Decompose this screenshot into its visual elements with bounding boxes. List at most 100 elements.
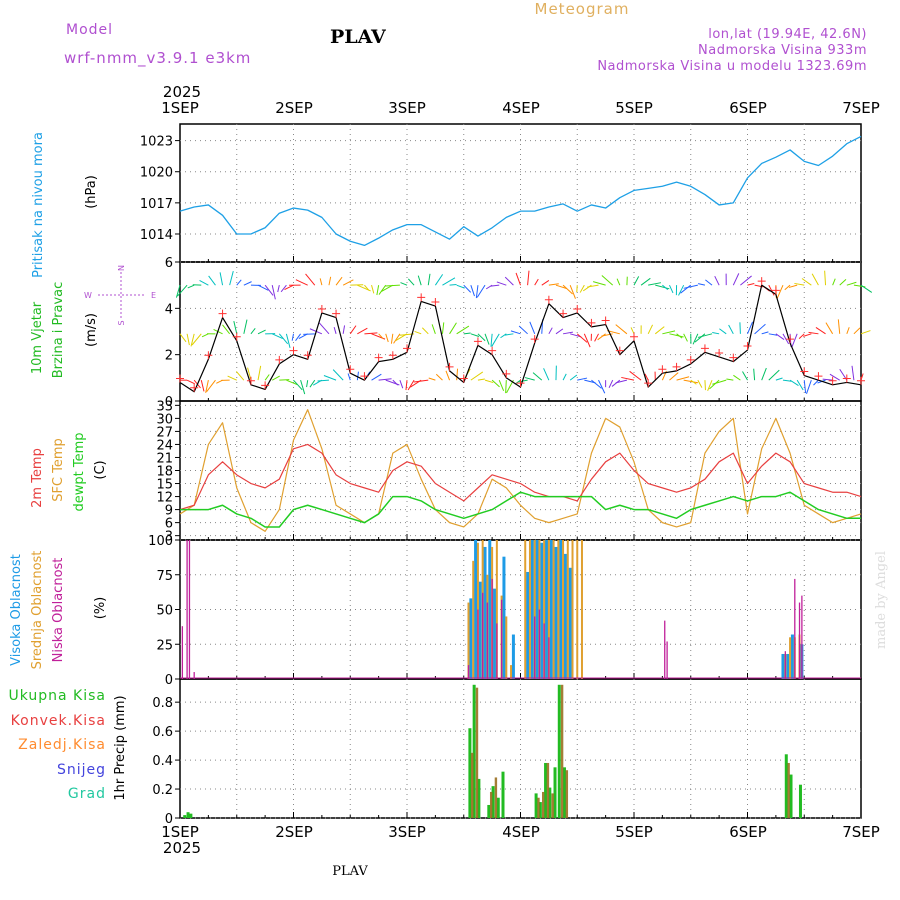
wind-barb	[694, 333, 706, 343]
top-day-label: 6SEP	[729, 99, 767, 117]
wind-barb	[284, 284, 294, 290]
y-tick-label: 24	[156, 438, 173, 453]
wind-gust-marker	[516, 379, 525, 388]
total-rain-bar	[789, 774, 793, 818]
mid-cloud-bar	[576, 540, 579, 679]
wind-barb	[579, 284, 585, 293]
wind-barb	[846, 281, 857, 286]
wind-barb	[335, 276, 343, 286]
wind-barb	[788, 284, 798, 288]
wind-barb	[385, 333, 389, 343]
wind-barb	[860, 330, 871, 335]
wind-gust-marker	[644, 379, 653, 388]
wind-barb	[846, 327, 850, 334]
high-cloud-bar	[502, 556, 506, 679]
wind-barb	[476, 284, 486, 298]
wind-barb	[621, 376, 635, 381]
model-name: wrf-nmm_v3.9.1 e3km	[64, 49, 251, 68]
wind-barb	[829, 373, 840, 381]
wind-barb	[385, 284, 400, 287]
wind-barb	[719, 328, 727, 335]
wind-barb	[532, 372, 543, 381]
wind-gust-marker	[587, 318, 596, 327]
total-rain-bar	[496, 797, 500, 818]
wind-gust-marker	[857, 376, 865, 385]
total-rain-bar	[468, 728, 472, 818]
wind-barb	[803, 380, 807, 394]
wind-barb	[806, 379, 812, 394]
convective-rain-bar	[560, 684, 564, 818]
low-cloud-bar	[801, 595, 803, 679]
wind-barb	[640, 277, 651, 286]
bottom-day-label: 1SEP	[161, 823, 199, 841]
wind-barb	[712, 331, 720, 335]
wind-barb	[491, 379, 500, 388]
wind-barb	[529, 321, 536, 335]
wind-gust-marker	[814, 372, 823, 381]
wind-barb	[569, 284, 576, 299]
wind-barb	[598, 379, 606, 394]
wind-barb	[186, 379, 195, 385]
low-cloud-bar	[491, 578, 493, 679]
wind-barb	[205, 380, 209, 393]
wind-barb	[825, 322, 834, 335]
wind-barb	[445, 370, 451, 381]
convective-rain-bar	[565, 770, 569, 818]
wind-barb	[837, 319, 841, 334]
legend-total-rain: Ukupna Kisa	[8, 688, 106, 704]
mid-cloud-bar	[557, 540, 560, 679]
wind-barb	[570, 333, 582, 338]
bottom-day-labels: 1SEP 2SEP 3SEP 4SEP 5SEP 6SEP 7SEP	[161, 823, 880, 841]
wind-barb	[601, 275, 614, 286]
low-cloud-bar	[181, 626, 184, 679]
wind-barb	[475, 285, 479, 299]
high-cloud-bar	[488, 540, 492, 679]
mid-cloud-bar	[571, 540, 574, 679]
pressure-line	[179, 135, 862, 247]
wind-barb	[662, 330, 676, 335]
wind-barb	[676, 376, 690, 381]
y-tick-label: 25	[156, 638, 173, 653]
top-day-label: 2SEP	[275, 99, 313, 117]
y-tick-label: 0.4	[152, 754, 173, 769]
total-rain-bar	[538, 802, 542, 818]
total-rain-bar	[798, 784, 802, 818]
wind-barb	[577, 377, 588, 381]
total-rain-bar	[784, 754, 788, 818]
wind-barb	[676, 333, 683, 339]
wind-barb	[295, 279, 308, 286]
wind-gust-marker	[289, 346, 298, 355]
wind-barb	[510, 330, 521, 335]
cloud-ylabel-high: Visoka Oblacnost	[9, 554, 24, 666]
wind-barb	[669, 284, 674, 294]
mid-cloud-bar	[472, 560, 475, 679]
low-cloud-bar	[794, 578, 796, 679]
wind-barb	[428, 377, 436, 381]
wind-gust-marker	[771, 286, 780, 295]
convective-rain-bar	[489, 791, 493, 818]
wind-barb	[832, 278, 836, 286]
wind-barb	[527, 270, 530, 286]
low-cloud-bar	[548, 637, 550, 679]
wind-barb	[853, 327, 861, 335]
wind-barb	[860, 284, 873, 293]
wind-barb	[371, 285, 375, 294]
y-tick-label: 3	[165, 530, 173, 545]
wind-barb	[233, 321, 238, 334]
y-tick-label: 6	[165, 256, 173, 271]
wind-gust-marker	[842, 374, 851, 383]
bottom-day-label: 2SEP	[275, 823, 313, 841]
high-cloud-bar	[540, 542, 544, 679]
wind-barb	[376, 285, 380, 296]
high-cloud-bar	[563, 553, 567, 679]
wind-gust-marker	[246, 376, 255, 385]
wind-barb	[333, 326, 337, 334]
wind-barb	[601, 333, 613, 337]
temp-ylabels: 2m Temp SFC Temp dewpt Temp (C)	[30, 432, 108, 511]
wind-barb	[733, 374, 741, 381]
wind-barb	[683, 284, 698, 289]
wind-barb	[407, 278, 415, 286]
wind-barb	[811, 273, 819, 286]
wind-ylabel-main: 10m Vjetar	[30, 301, 45, 374]
wind-barb	[305, 273, 316, 286]
